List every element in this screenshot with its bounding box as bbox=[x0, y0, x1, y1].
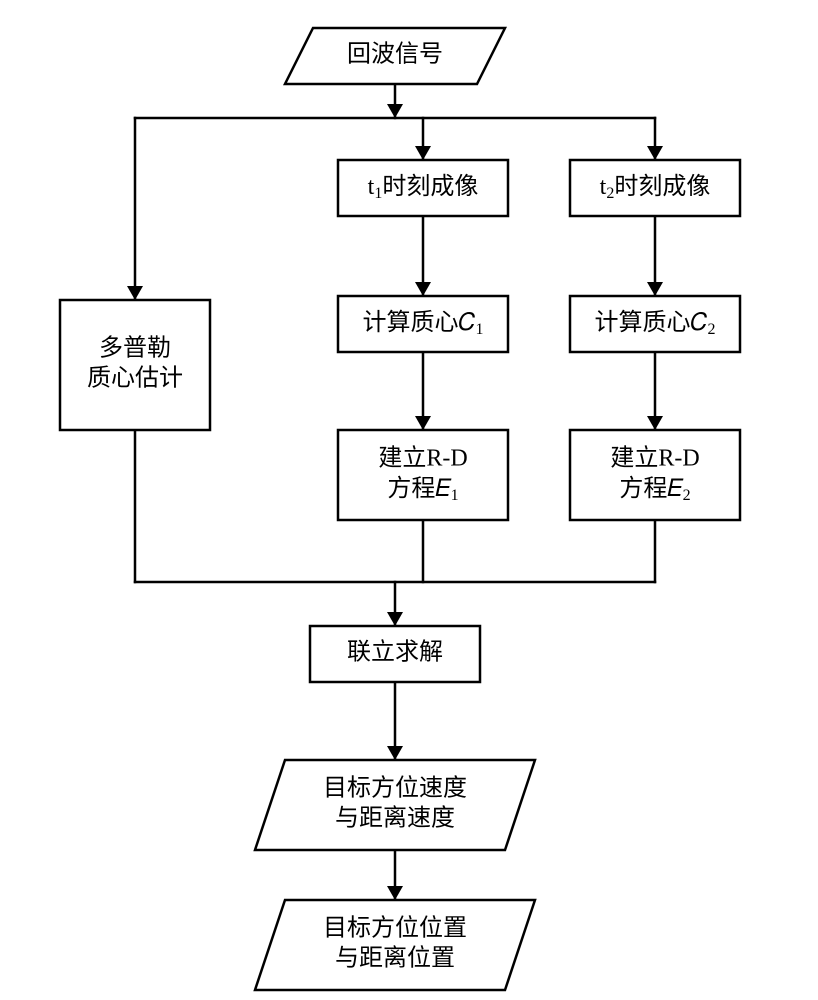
node-n_out2: 目标方位位置与距离位置 bbox=[255, 900, 535, 990]
node-label: 回波信号 bbox=[347, 41, 443, 68]
node-label: 与距离速度 bbox=[335, 805, 455, 832]
node-n_c2: 计算质心𝐶2 bbox=[570, 296, 740, 352]
node-n_c1: 计算质心𝐶1 bbox=[338, 296, 508, 352]
node-n_t2img: t2时刻成像 bbox=[570, 160, 740, 216]
node-label: 计算质心𝐶2 bbox=[594, 309, 715, 338]
node-label: 多普勒 bbox=[99, 335, 171, 362]
node-label: 建立R-D bbox=[610, 445, 699, 472]
node-label: 建立R-D bbox=[378, 445, 467, 472]
node-n_t1img: t1时刻成像 bbox=[338, 160, 508, 216]
node-label: 计算质心𝐶1 bbox=[362, 309, 483, 338]
node-label: t2时刻成像 bbox=[600, 173, 711, 202]
node-n_e1: 建立R-D 方程𝐸1 bbox=[338, 430, 508, 520]
node-n_e2: 建立R-D 方程𝐸2 bbox=[570, 430, 740, 520]
node-label: 方程𝐸1 bbox=[387, 475, 458, 504]
node-label: t1时刻成像 bbox=[368, 173, 479, 202]
node-label: 质心估计 bbox=[87, 365, 183, 392]
node-n_input: 回波信号 bbox=[285, 28, 505, 84]
node-label: 方程𝐸2 bbox=[619, 475, 690, 504]
node-label: 与距离位置 bbox=[335, 945, 455, 972]
node-label: 目标方位位置 bbox=[323, 915, 467, 942]
node-label: 目标方位速度 bbox=[323, 775, 467, 802]
node-n_dopp: 多普勒质心估计 bbox=[60, 300, 210, 430]
node-label: 联立求解 bbox=[347, 639, 443, 666]
node-n_out1: 目标方位速度与距离速度 bbox=[255, 760, 535, 850]
node-n_solve: 联立求解 bbox=[310, 626, 480, 682]
